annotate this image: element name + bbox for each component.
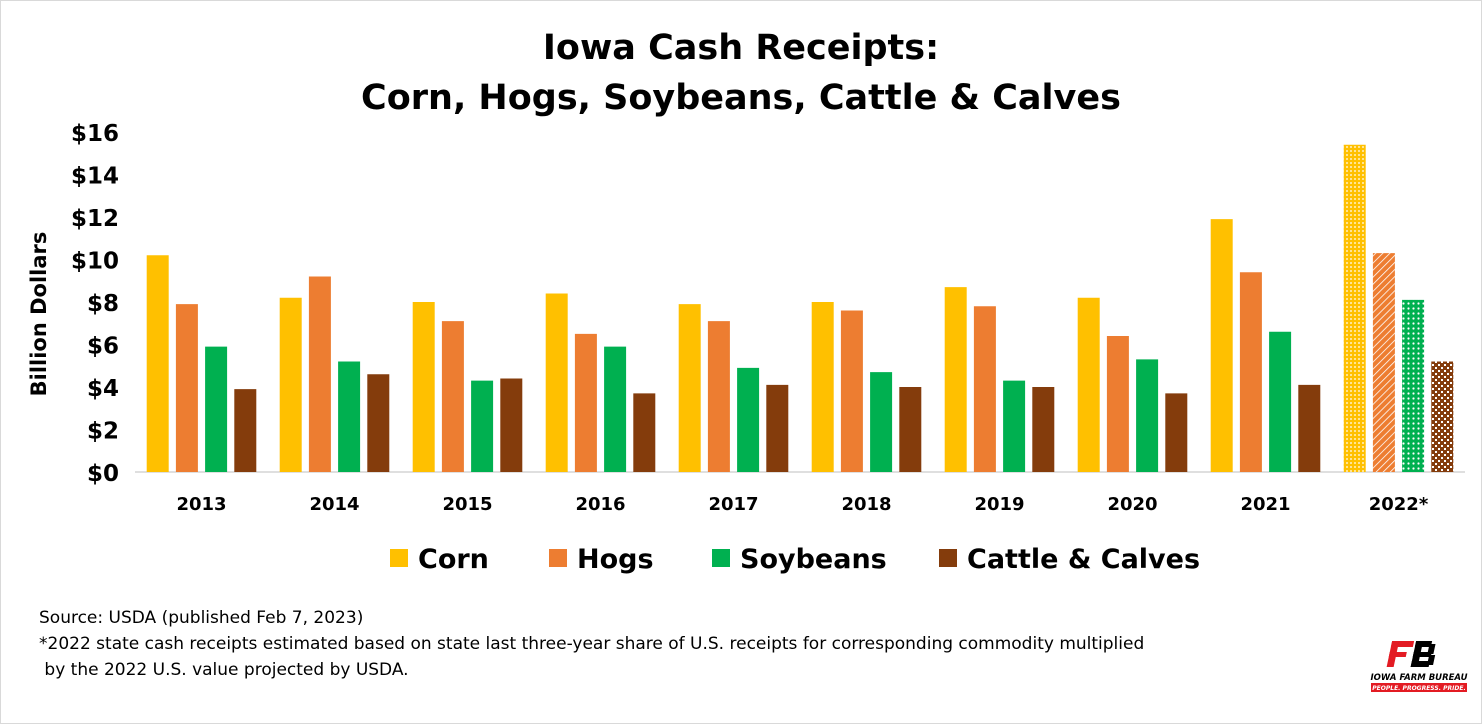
x-tick-label: 2013 [176, 494, 226, 515]
bar-corn-2018 [811, 302, 834, 472]
x-tick-label: 2019 [974, 494, 1024, 515]
x-tick-label: 2022* [1369, 494, 1429, 515]
x-tick-label: 2017 [708, 494, 758, 515]
bar-soybeans-2019 [1003, 380, 1026, 472]
legend-swatch [390, 549, 408, 567]
bar-corn-2017 [678, 304, 701, 472]
bar-soybeans-2022 [1402, 299, 1425, 472]
bar-cattle-calves-2014 [367, 374, 390, 472]
chart-title-line1: Iowa Cash Receipts: [543, 28, 939, 68]
bar-cattle-calves-2017 [766, 384, 789, 472]
bar-hogs-2018 [840, 310, 863, 472]
bar-hogs-2021 [1239, 272, 1262, 472]
y-tick-label: $0 [87, 461, 119, 487]
legend-swatch [939, 549, 957, 567]
bar-cattle-calves-2016 [633, 393, 656, 472]
legend-swatch [549, 549, 567, 567]
bar-soybeans-2013 [205, 346, 228, 472]
notes: Source: USDA (published Feb 7, 2023) *20… [39, 605, 1299, 683]
bar-cattle-calves-2020 [1165, 393, 1188, 472]
y-axis-label: Billion Dollars [27, 232, 51, 397]
legend-label: Hogs [577, 544, 654, 575]
bar-soybeans-2014 [338, 361, 361, 472]
bar-corn-2016 [545, 293, 568, 472]
legend-label: Cattle & Calves [967, 544, 1200, 575]
bar-hogs-2014 [308, 276, 331, 472]
x-tick-label: 2015 [442, 494, 492, 515]
y-tick-label: $6 [87, 334, 119, 360]
bar-corn-2014 [279, 297, 302, 472]
bar-hogs-2015 [441, 321, 464, 472]
bar-corn-2022 [1343, 144, 1366, 472]
x-tick-label: 2016 [575, 494, 625, 515]
x-tick-label: 2020 [1107, 494, 1157, 515]
bar-cattle-calves-2018 [899, 387, 922, 472]
bar-hogs-2017 [707, 321, 730, 472]
logo-tagline-band [1371, 683, 1467, 692]
x-tick-label: 2014 [309, 494, 359, 515]
x-tick-label: 2021 [1240, 494, 1290, 515]
source-note: Source: USDA (published Feb 7, 2023) [39, 608, 364, 628]
bar-corn-2015 [412, 302, 435, 472]
bar-corn-2019 [944, 287, 967, 472]
legend-label: Corn [418, 544, 489, 575]
y-tick-label: $14 [71, 164, 119, 190]
bar-soybeans-2021 [1269, 331, 1292, 472]
y-tick-label: $2 [87, 419, 119, 445]
bar-soybeans-2016 [604, 346, 627, 472]
legend: Corn Hogs Soybeans Cattle & Calves [390, 544, 1200, 575]
footnote-line1: *2022 state cash receipts estimated base… [39, 634, 1145, 654]
bar-corn-2020 [1077, 297, 1100, 472]
bar-soybeans-2017 [737, 367, 760, 472]
y-tick-label: $12 [71, 206, 119, 232]
bar-hogs-2013 [175, 304, 198, 472]
bars-group [146, 144, 1454, 472]
bar-cattle-calves-2022 [1431, 361, 1454, 472]
bar-cattle-calves-2013 [234, 389, 257, 472]
logo-name: IOWA FARM BUREAU [1370, 673, 1467, 683]
bar-hogs-2020 [1106, 336, 1129, 472]
y-tick-label: $4 [87, 376, 119, 402]
bar-corn-2013 [146, 255, 169, 472]
bar-hogs-2022 [1372, 253, 1395, 472]
logo-tagline: PEOPLE. PROGRESS. PRIDE. [1372, 685, 1465, 692]
bar-corn-2021 [1210, 219, 1233, 472]
footnote-line2: by the 2022 U.S. value projected by USDA… [39, 660, 409, 680]
bar-soybeans-2020 [1136, 359, 1159, 472]
bar-hogs-2016 [574, 333, 597, 472]
legend-swatch [712, 549, 730, 567]
y-tick-label: $10 [71, 249, 119, 275]
bar-soybeans-2015 [471, 380, 494, 472]
bar-cattle-calves-2021 [1298, 384, 1321, 472]
x-axis-ticks: 2013 2014 2015 2016 2017 2018 2019 2020 2021 2022… [176, 494, 1428, 515]
y-tick-label: $16 [71, 121, 119, 147]
bar-cattle-calves-2019 [1032, 387, 1055, 472]
y-tick-label: $8 [87, 291, 119, 317]
x-tick-label: 2018 [841, 494, 891, 515]
chart-title-line2: Corn, Hogs, Soybeans, Cattle & Calves [361, 78, 1121, 118]
legend-label: Soybeans [740, 544, 887, 575]
bar-soybeans-2018 [870, 372, 893, 472]
iowa-farm-bureau-logo: IOWA FARM BUREAU PEOPLE. PROGRESS. PRIDE… [1370, 641, 1468, 692]
bar-chart: Iowa Cash Receipts: Corn, Hogs, Soybeans… [27, 28, 1465, 575]
y-axis-ticks: $0 $2 $4 $6 $8 $10 $12 $14 $16 [71, 121, 119, 487]
bar-hogs-2019 [973, 306, 996, 472]
bar-cattle-calves-2015 [500, 378, 523, 472]
